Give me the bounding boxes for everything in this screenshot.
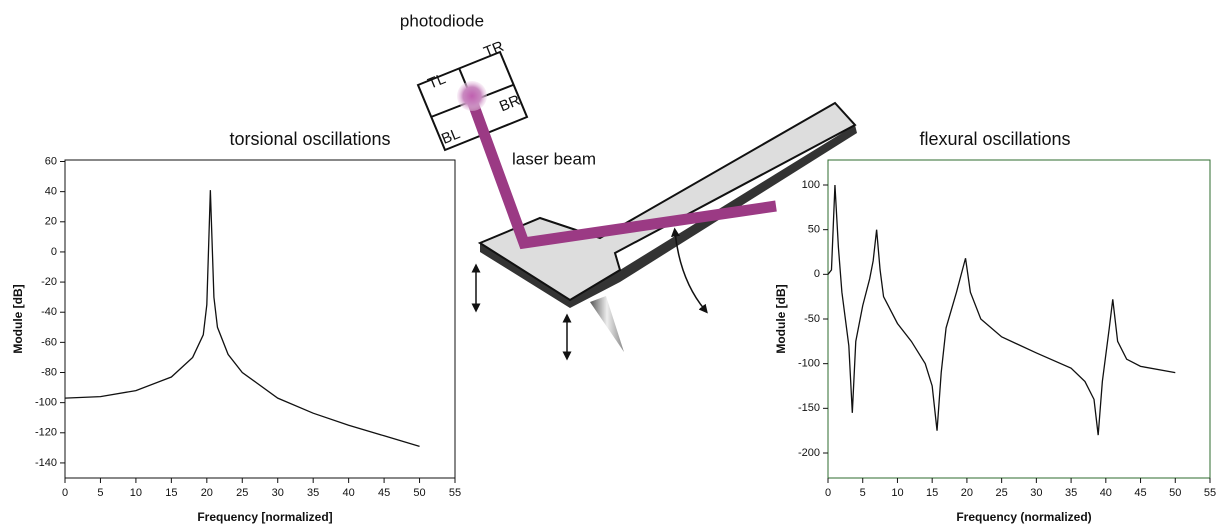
y-tick-label: 0 bbox=[51, 246, 57, 258]
y-tick-label: -50 bbox=[804, 313, 820, 325]
y-tick-label: -60 bbox=[41, 336, 57, 348]
data-line bbox=[65, 190, 420, 446]
x-tick-label: 35 bbox=[307, 487, 319, 499]
y-tick-label: -120 bbox=[35, 427, 57, 439]
x-tick-label: 55 bbox=[449, 487, 461, 499]
chart-title: torsional oscillations bbox=[229, 129, 390, 149]
x-tick-label: 40 bbox=[343, 487, 355, 499]
x-tick-label: 0 bbox=[62, 487, 68, 499]
y-tick-label: 40 bbox=[45, 186, 57, 198]
diagram: photodiode TL TR BL BR laser beam bbox=[400, 11, 857, 356]
y-axis-label: Module [dB] bbox=[11, 284, 25, 353]
x-tick-label: 55 bbox=[1204, 487, 1216, 499]
laser-label: laser beam bbox=[512, 149, 596, 168]
y-tick-label: 60 bbox=[45, 155, 57, 167]
x-tick-label: 35 bbox=[1065, 487, 1077, 499]
y-tick-label: -40 bbox=[41, 306, 57, 318]
x-tick-label: 50 bbox=[1169, 487, 1181, 499]
x-tick-label: 10 bbox=[891, 487, 903, 499]
data-line bbox=[828, 185, 1175, 435]
x-tick-label: 5 bbox=[860, 487, 866, 499]
x-tick-label: 5 bbox=[97, 487, 103, 499]
y-tick-label: -20 bbox=[41, 276, 57, 288]
plot-frame bbox=[65, 160, 455, 478]
y-tick-label: 100 bbox=[802, 179, 820, 191]
plot-frame bbox=[828, 160, 1210, 478]
x-axis-label: Frequency [normalized] bbox=[197, 510, 332, 524]
tip bbox=[590, 296, 624, 352]
x-tick-label: 25 bbox=[236, 487, 248, 499]
x-tick-label: 15 bbox=[165, 487, 177, 499]
x-tick-label: 20 bbox=[201, 487, 213, 499]
y-axis-label: Module [dB] bbox=[774, 284, 788, 353]
x-tick-label: 25 bbox=[996, 487, 1008, 499]
x-tick-label: 15 bbox=[926, 487, 938, 499]
y-tick-label: -100 bbox=[35, 397, 57, 409]
x-tick-label: 20 bbox=[961, 487, 973, 499]
figure: photodiode TL TR BL BR laser beam torsio… bbox=[0, 0, 1221, 525]
y-tick-label: -140 bbox=[35, 457, 57, 469]
y-tick-label: -200 bbox=[798, 447, 820, 459]
y-tick-label: -100 bbox=[798, 358, 820, 370]
y-tick-label: 50 bbox=[808, 224, 820, 236]
laser-spot bbox=[457, 81, 487, 111]
y-tick-label: -80 bbox=[41, 366, 57, 378]
x-tick-label: 0 bbox=[825, 487, 831, 499]
x-axis-label: Frequency (normalized) bbox=[956, 510, 1091, 524]
y-tick-label: 20 bbox=[45, 216, 57, 228]
y-tick-label: -150 bbox=[798, 402, 820, 414]
x-tick-label: 45 bbox=[1134, 487, 1146, 499]
x-tick-label: 30 bbox=[1030, 487, 1042, 499]
cantilever-side bbox=[620, 125, 857, 282]
x-tick-label: 30 bbox=[272, 487, 284, 499]
x-tick-label: 45 bbox=[378, 487, 390, 499]
x-tick-label: 40 bbox=[1100, 487, 1112, 499]
chart-title: flexural oscillations bbox=[919, 129, 1070, 149]
y-tick-label: 0 bbox=[814, 268, 820, 280]
x-tick-label: 10 bbox=[130, 487, 142, 499]
x-tick-label: 50 bbox=[413, 487, 425, 499]
cantilever bbox=[480, 103, 855, 300]
photodiode-label: photodiode bbox=[400, 11, 484, 30]
